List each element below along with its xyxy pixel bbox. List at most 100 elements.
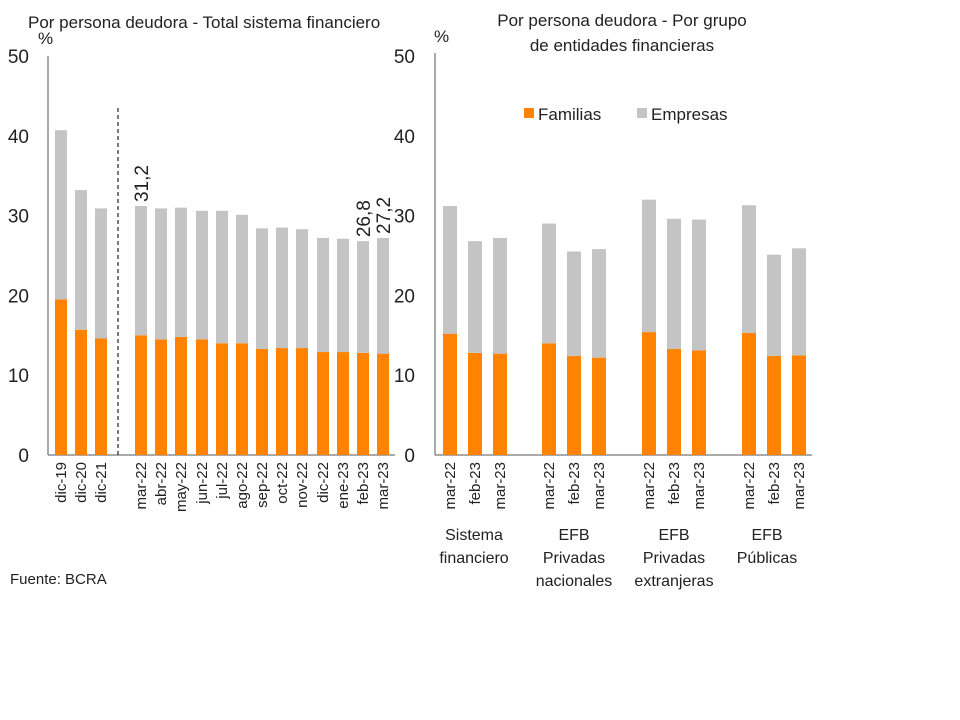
left-chart-title: Por persona deudora - Total sistema fina…	[28, 13, 380, 32]
left-y-tick-label: 40	[8, 127, 29, 148]
left-y-tick-label: 10	[8, 366, 29, 387]
bar-familias-ago-22	[236, 343, 248, 455]
bar-familias-group4-mar-23	[792, 355, 806, 455]
data-label-mar-23: 27,2	[374, 197, 395, 234]
left-x-tick-label: jun-22	[194, 462, 211, 505]
right-chart: Por persona deudora - Por grupo de entid…	[394, 11, 812, 590]
right-y-tick-label: 50	[394, 47, 415, 68]
bar-empresas-group1-mar-22	[443, 206, 457, 334]
right-y-tick-label: 30	[394, 207, 415, 228]
bar-empresas-oct-22	[276, 227, 288, 349]
bar-familias-group2-mar-23	[592, 357, 606, 455]
source-note: Fuente: BCRA	[10, 571, 107, 588]
bar-empresas-group4-mar-23	[792, 248, 806, 356]
bar-familias-mar-22	[135, 335, 147, 455]
right-group-labels: Sistema financiero EFB Privadas nacionales EF…	[439, 527, 797, 590]
left-x-tick-label: dic-21	[93, 462, 110, 503]
bar-empresas-group4-feb-23	[767, 254, 781, 357]
bar-familias-dic-22	[317, 352, 329, 455]
right-x-tick-label: feb-23	[666, 462, 683, 505]
group-label-line: EFB	[558, 527, 589, 544]
right-x-tick-label: feb-23	[566, 462, 583, 505]
right-x-tick-label: mar-23	[791, 462, 808, 510]
left-x-tick-label: sep-22	[254, 462, 271, 508]
right-y-unit: %	[434, 27, 449, 46]
bar-familias-group2-feb-23	[567, 356, 581, 455]
left-x-tick-label: abr-22	[153, 462, 170, 505]
bar-familias-may-22	[175, 336, 187, 455]
right-x-tick-label: mar-23	[691, 462, 708, 510]
bar-familias-nov-22	[296, 348, 308, 455]
right-y-tick-label: 20	[394, 286, 415, 307]
bar-familias-group3-mar-23	[692, 350, 706, 455]
bar-empresas-group2-mar-22	[542, 223, 556, 344]
right-x-tick-label: mar-23	[492, 462, 509, 510]
right-chart-title-line-1: Por persona deudora - Por grupo	[497, 11, 747, 30]
legend-swatch-empresas	[637, 108, 647, 118]
right-y-tick-label: 10	[394, 366, 415, 387]
group-label-line: Sistema	[445, 527, 503, 544]
legend-label-empresas: Empresas	[651, 105, 728, 124]
bar-familias-group3-mar-22	[642, 332, 656, 455]
left-y-axis-ticks: 0 10 20 30 40 50	[8, 47, 29, 467]
bar-empresas-mar-23	[377, 237, 389, 354]
bar-familias-feb-23	[357, 352, 369, 455]
left-y-tick-label: 30	[8, 207, 29, 228]
group-label-line: financiero	[439, 550, 508, 567]
bar-familias-oct-22	[276, 348, 288, 455]
group-label-line: Privadas	[543, 550, 605, 567]
left-x-tick-label: feb-23	[355, 462, 372, 505]
left-annotations: 31,2 26,8 27,2	[132, 165, 395, 237]
bar-familias-dic-19	[55, 299, 67, 455]
left-chart: Por persona deudora - Total sistema fina…	[8, 13, 395, 512]
left-x-tick-label: mar-23	[375, 462, 392, 510]
bar-familias-group1-mar-23	[493, 353, 507, 455]
right-x-tick-label: feb-23	[467, 462, 484, 505]
bar-empresas-group1-mar-23	[493, 237, 507, 354]
group-label-line: Privadas	[643, 550, 705, 567]
bar-familias-dic-21	[95, 338, 107, 455]
right-x-tick-label: mar-22	[442, 462, 459, 510]
bar-familias-dic-20	[75, 329, 87, 455]
bar-empresas-group3-feb-23	[667, 218, 681, 349]
data-label-mar-22: 31,2	[132, 165, 153, 202]
bar-familias-mar-23	[377, 353, 389, 455]
bar-empresas-ene-23	[337, 238, 349, 353]
bar-empresas-dic-19	[55, 130, 67, 300]
bar-empresas-nov-22	[296, 229, 308, 349]
left-x-tick-label: nov-22	[294, 462, 311, 508]
bar-familias-group4-feb-23	[767, 356, 781, 455]
left-x-tick-label: dic-22	[315, 462, 332, 503]
bar-familias-ene-23	[337, 352, 349, 455]
bar-empresas-ago-22	[236, 214, 248, 344]
bar-empresas-jul-22	[216, 210, 228, 344]
bar-empresas-dic-21	[95, 208, 107, 339]
left-y-tick-label: 50	[8, 47, 29, 68]
bar-empresas-abr-22	[155, 208, 167, 340]
bar-familias-group2-mar-22	[542, 343, 556, 455]
group-label-line: Públicas	[737, 550, 797, 567]
bar-empresas-dic-20	[75, 190, 87, 330]
left-x-tick-label: ago-22	[234, 462, 251, 509]
legend-label-familias: Familias	[538, 105, 601, 124]
data-label-feb-23: 26,8	[354, 200, 375, 237]
left-x-tick-label: jul-22	[214, 462, 231, 500]
bar-empresas-group3-mar-22	[642, 199, 656, 333]
bar-empresas-mar-22	[135, 206, 147, 336]
bar-empresas-sep-22	[256, 228, 268, 349]
right-x-tick-label: mar-22	[741, 462, 758, 510]
right-x-tick-label: mar-22	[641, 462, 658, 510]
right-category-labels: mar-22 feb-23 mar-23 mar-22 feb-23 mar-23 mar-…	[442, 462, 808, 510]
right-y-tick-label: 0	[404, 446, 415, 467]
legend: Familias Empresas	[524, 105, 728, 124]
left-x-tick-label: mar-22	[133, 462, 150, 510]
right-x-tick-label: feb-23	[766, 462, 783, 505]
group-label-line: EFB	[751, 527, 782, 544]
left-y-tick-label: 0	[18, 446, 29, 467]
bar-familias-group1-feb-23	[468, 352, 482, 455]
left-y-unit: %	[38, 29, 53, 48]
bar-empresas-may-22	[175, 207, 187, 337]
right-y-axis-ticks: 0 10 20 30 40 50	[394, 47, 415, 467]
group-label-line: EFB	[658, 527, 689, 544]
